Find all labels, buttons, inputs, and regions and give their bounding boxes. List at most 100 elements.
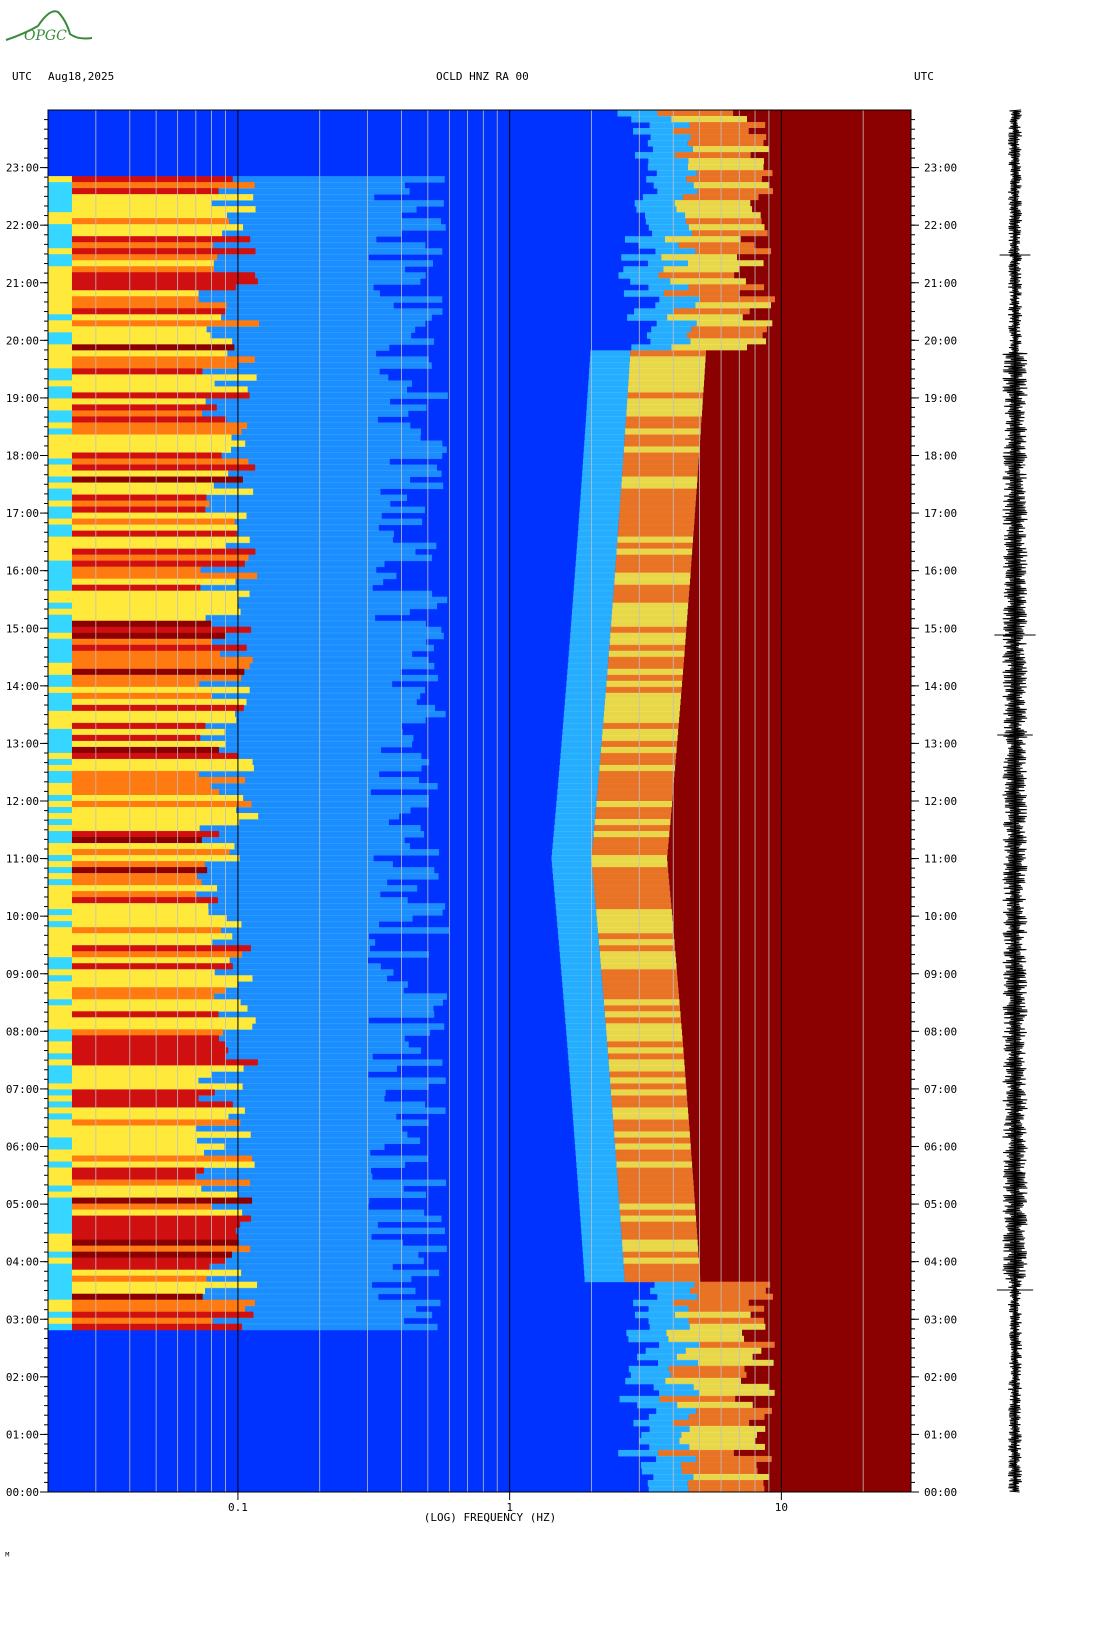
edge-cell — [48, 1143, 72, 1151]
hf-saturated — [688, 1113, 911, 1120]
hf-saturated — [673, 927, 911, 934]
microseism-row — [72, 728, 225, 736]
hf-cyan — [636, 206, 677, 213]
microseism-row — [72, 230, 223, 237]
microseism-tail — [196, 1125, 403, 1132]
microseism-row — [72, 921, 242, 928]
hf-transition — [671, 116, 748, 123]
hf-saturated — [764, 1443, 911, 1451]
edge-cell — [48, 680, 72, 688]
microseism-row — [72, 482, 214, 490]
y-tick-label: 13:00 — [6, 737, 39, 750]
microseism-tail — [246, 698, 417, 706]
edge-cell — [48, 921, 72, 928]
microseism-row — [72, 458, 249, 466]
edge-cell — [48, 1317, 72, 1325]
hf-cyan — [581, 1227, 622, 1235]
hf-cyan — [558, 776, 599, 784]
hf-transition — [624, 440, 700, 447]
hf-saturated — [701, 422, 911, 429]
microseism-row — [72, 572, 258, 580]
hf-transition — [623, 446, 700, 453]
edge-cell — [48, 1305, 72, 1313]
hf-saturated — [673, 788, 911, 796]
edge-cell — [48, 554, 72, 562]
microseism-row — [72, 530, 237, 538]
hf-saturated — [692, 542, 911, 550]
hf-transition — [626, 410, 703, 417]
microseism-tail — [235, 1227, 445, 1235]
microseism-row — [72, 368, 203, 375]
edge-cell — [48, 704, 72, 712]
hf-cyan — [578, 524, 619, 532]
y-tick-label-right: 23:00 — [924, 162, 957, 175]
microseism-row — [72, 975, 253, 982]
hf-saturated — [685, 632, 911, 640]
hf-cyan — [582, 1239, 623, 1247]
hf-cyan — [569, 1071, 610, 1078]
hf-transition — [612, 1107, 689, 1114]
microseism-tail — [239, 819, 389, 826]
microseism-tail — [254, 356, 429, 363]
hf-saturated — [697, 482, 911, 490]
microseism-tail — [202, 1293, 379, 1301]
microseism-tail — [228, 1113, 397, 1120]
hf-transition — [667, 314, 743, 321]
hf-saturated — [696, 1215, 911, 1223]
microseism-tail — [223, 1029, 431, 1036]
hf-cyan — [568, 1053, 609, 1060]
hf-transition — [600, 746, 677, 754]
hf-saturated — [773, 188, 911, 195]
microseism-row — [72, 1083, 243, 1090]
hf-cyan — [659, 1341, 700, 1349]
hf-saturated — [764, 1413, 911, 1421]
edge-cell — [48, 398, 72, 405]
hf-cyan — [617, 110, 658, 117]
hf-saturated — [683, 1053, 911, 1060]
hf-saturated — [693, 1179, 911, 1187]
microseism-row — [72, 266, 215, 273]
microseism-tail — [240, 1119, 429, 1126]
microseism-tail — [249, 590, 433, 598]
x-axis-label: (LOG) FREQUENCY (HZ) — [424, 1511, 556, 1524]
edge-cell — [48, 320, 72, 327]
hf-cyan — [649, 1425, 690, 1433]
edge-cell — [48, 801, 72, 808]
hf-transition — [617, 530, 694, 538]
y-tick-label: 20:00 — [6, 334, 39, 347]
hf-transition — [695, 248, 772, 255]
hf-transition — [621, 1227, 697, 1235]
hf-transition — [693, 182, 770, 189]
hf-transition — [596, 915, 673, 922]
microseism-tail — [201, 837, 405, 844]
edge-cell — [48, 404, 72, 411]
left-utc-label: UTC — [12, 70, 32, 83]
microseism-tail — [205, 506, 425, 514]
hf-saturated — [684, 1065, 911, 1072]
microseism-row — [72, 1317, 213, 1325]
hf-transition — [622, 1245, 699, 1253]
hf-cyan — [631, 344, 672, 351]
edge-cell — [48, 999, 72, 1006]
edge-cell — [48, 945, 72, 952]
hf-cyan — [635, 152, 676, 159]
hf-saturated — [761, 1347, 911, 1355]
hf-cyan — [618, 272, 659, 279]
hf-cyan — [574, 1137, 615, 1144]
hf-cyan — [555, 813, 596, 820]
hf-saturated — [774, 1341, 911, 1349]
hf-transition — [687, 260, 764, 267]
hf-transition — [688, 158, 765, 165]
hf-transition — [666, 1329, 743, 1337]
edge-cell — [48, 482, 72, 490]
hf-cyan — [590, 350, 631, 357]
hf-cyan — [559, 764, 600, 772]
hf-saturated — [683, 668, 911, 676]
edge-cell — [48, 1239, 72, 1247]
microseism-row — [72, 278, 258, 285]
edge-cell — [48, 266, 72, 273]
hf-transition — [696, 320, 773, 327]
hf-saturated — [669, 825, 911, 832]
microseism-row — [72, 716, 237, 724]
hf-cyan — [555, 903, 596, 910]
